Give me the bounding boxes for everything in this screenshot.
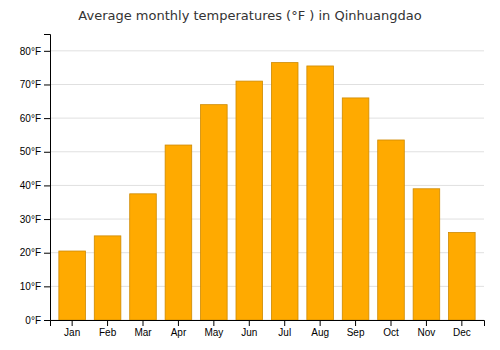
x-tick-mark	[391, 320, 392, 326]
x-tick-label: Aug	[311, 327, 329, 338]
y-tick-mark	[44, 51, 50, 52]
y-tick-mark	[44, 84, 50, 85]
chart: 0°F 10°F 20°F 30°F 40°F 50°F 60°F 70°F 80°F Jan Fe…	[0, 0, 500, 350]
bar	[201, 105, 228, 320]
x-tick-mark	[213, 320, 214, 326]
bar	[413, 189, 440, 320]
bar	[378, 140, 405, 320]
bar	[236, 81, 263, 320]
x-tick-label: Mar	[134, 327, 152, 338]
x-tick-mark	[178, 320, 179, 326]
x-tick-label: Feb	[99, 327, 117, 338]
x-tick: Jul	[278, 320, 291, 338]
grid-line	[50, 50, 484, 51]
y-tick-mark	[44, 118, 50, 119]
x-tick: May	[204, 320, 223, 338]
title: Average monthly temperatures (°F ) in Qi…	[78, 8, 421, 23]
y-tick-label: 50°F	[20, 146, 41, 157]
x-tick-mark	[426, 320, 427, 326]
y-tick-mark	[44, 286, 50, 287]
x-tick: Feb	[99, 320, 117, 338]
bar	[94, 236, 121, 320]
y-tick-label: 80°F	[20, 46, 41, 57]
grid-line	[50, 84, 484, 85]
y-axis-line	[44, 35, 51, 321]
bar	[130, 194, 157, 320]
bar	[342, 98, 369, 320]
x-tick: Jun	[241, 320, 257, 338]
x-tick-mark	[143, 320, 144, 326]
x-tick-label: Dec	[453, 327, 471, 338]
y-tick-mark	[44, 152, 50, 153]
x-tick-label: Jul	[278, 327, 291, 338]
x-tick-label: Sep	[347, 327, 365, 338]
x-tick: Mar	[134, 320, 152, 338]
x-tick-label: Apr	[171, 327, 187, 338]
y-tick-label: 10°F	[20, 281, 41, 292]
x-axis: Jan Feb Mar Apr May Jun Jul Aug Sep Oct Nov Dec	[51, 320, 485, 338]
bar	[307, 66, 334, 320]
x-tick-label: May	[204, 327, 223, 338]
x-tick: Jan	[64, 320, 80, 338]
grid	[50, 51, 484, 320]
y-tick: 80°F	[20, 46, 50, 57]
x-tick-label: Jan	[64, 327, 80, 338]
y-axis: 0°F 10°F 20°F 30°F 40°F 50°F 60°F 70°F 80°F	[20, 35, 51, 326]
y-tick: 30°F	[20, 214, 50, 225]
x-tick-label: Jun	[241, 327, 257, 338]
y-tick: 60°F	[20, 113, 50, 124]
x-axis-line	[51, 321, 485, 327]
grid-line	[50, 151, 484, 152]
y-tick-mark	[44, 253, 50, 254]
x-tick-mark	[107, 320, 108, 326]
bar	[271, 63, 298, 320]
bar	[449, 233, 476, 320]
x-tick-label: Nov	[418, 327, 436, 338]
x-tick-mark	[284, 320, 285, 326]
x-tick-mark	[249, 320, 250, 326]
x-tick-mark	[461, 320, 462, 326]
x-tick: Apr	[171, 320, 187, 338]
y-tick-mark	[44, 219, 50, 220]
x-tick-mark	[72, 320, 73, 326]
y-tick-label: 60°F	[20, 113, 41, 124]
y-tick: 0°F	[25, 315, 50, 326]
y-tick: 50°F	[20, 146, 50, 157]
x-tick: Aug	[311, 320, 329, 338]
bar	[165, 145, 192, 320]
y-tick-label: 40°F	[20, 180, 41, 191]
y-tick: 70°F	[20, 79, 50, 90]
x-tick-mark	[320, 320, 321, 326]
grid-line	[50, 185, 484, 186]
bar	[59, 251, 86, 320]
y-tick: 40°F	[20, 180, 50, 191]
x-tick-label: Oct	[383, 327, 399, 338]
plot: 0°F 10°F 20°F 30°F 40°F 50°F 60°F 70°F 80°F Jan Fe…	[20, 35, 485, 339]
x-tick: Oct	[383, 320, 399, 338]
x-tick-mark	[355, 320, 356, 326]
y-tick-mark	[44, 320, 50, 321]
grid-line	[50, 118, 484, 119]
y-tick-label: 30°F	[20, 214, 41, 225]
y-tick: 20°F	[20, 247, 50, 258]
y-tick-label: 70°F	[20, 79, 41, 90]
y-tick-mark	[44, 185, 50, 186]
x-tick: Sep	[347, 320, 365, 338]
y-tick-label: 20°F	[20, 247, 41, 258]
bars	[59, 63, 475, 320]
x-tick: Nov	[418, 320, 436, 338]
y-tick-label: 0°F	[25, 315, 41, 326]
y-tick: 10°F	[20, 281, 50, 292]
x-tick: Dec	[453, 320, 471, 338]
